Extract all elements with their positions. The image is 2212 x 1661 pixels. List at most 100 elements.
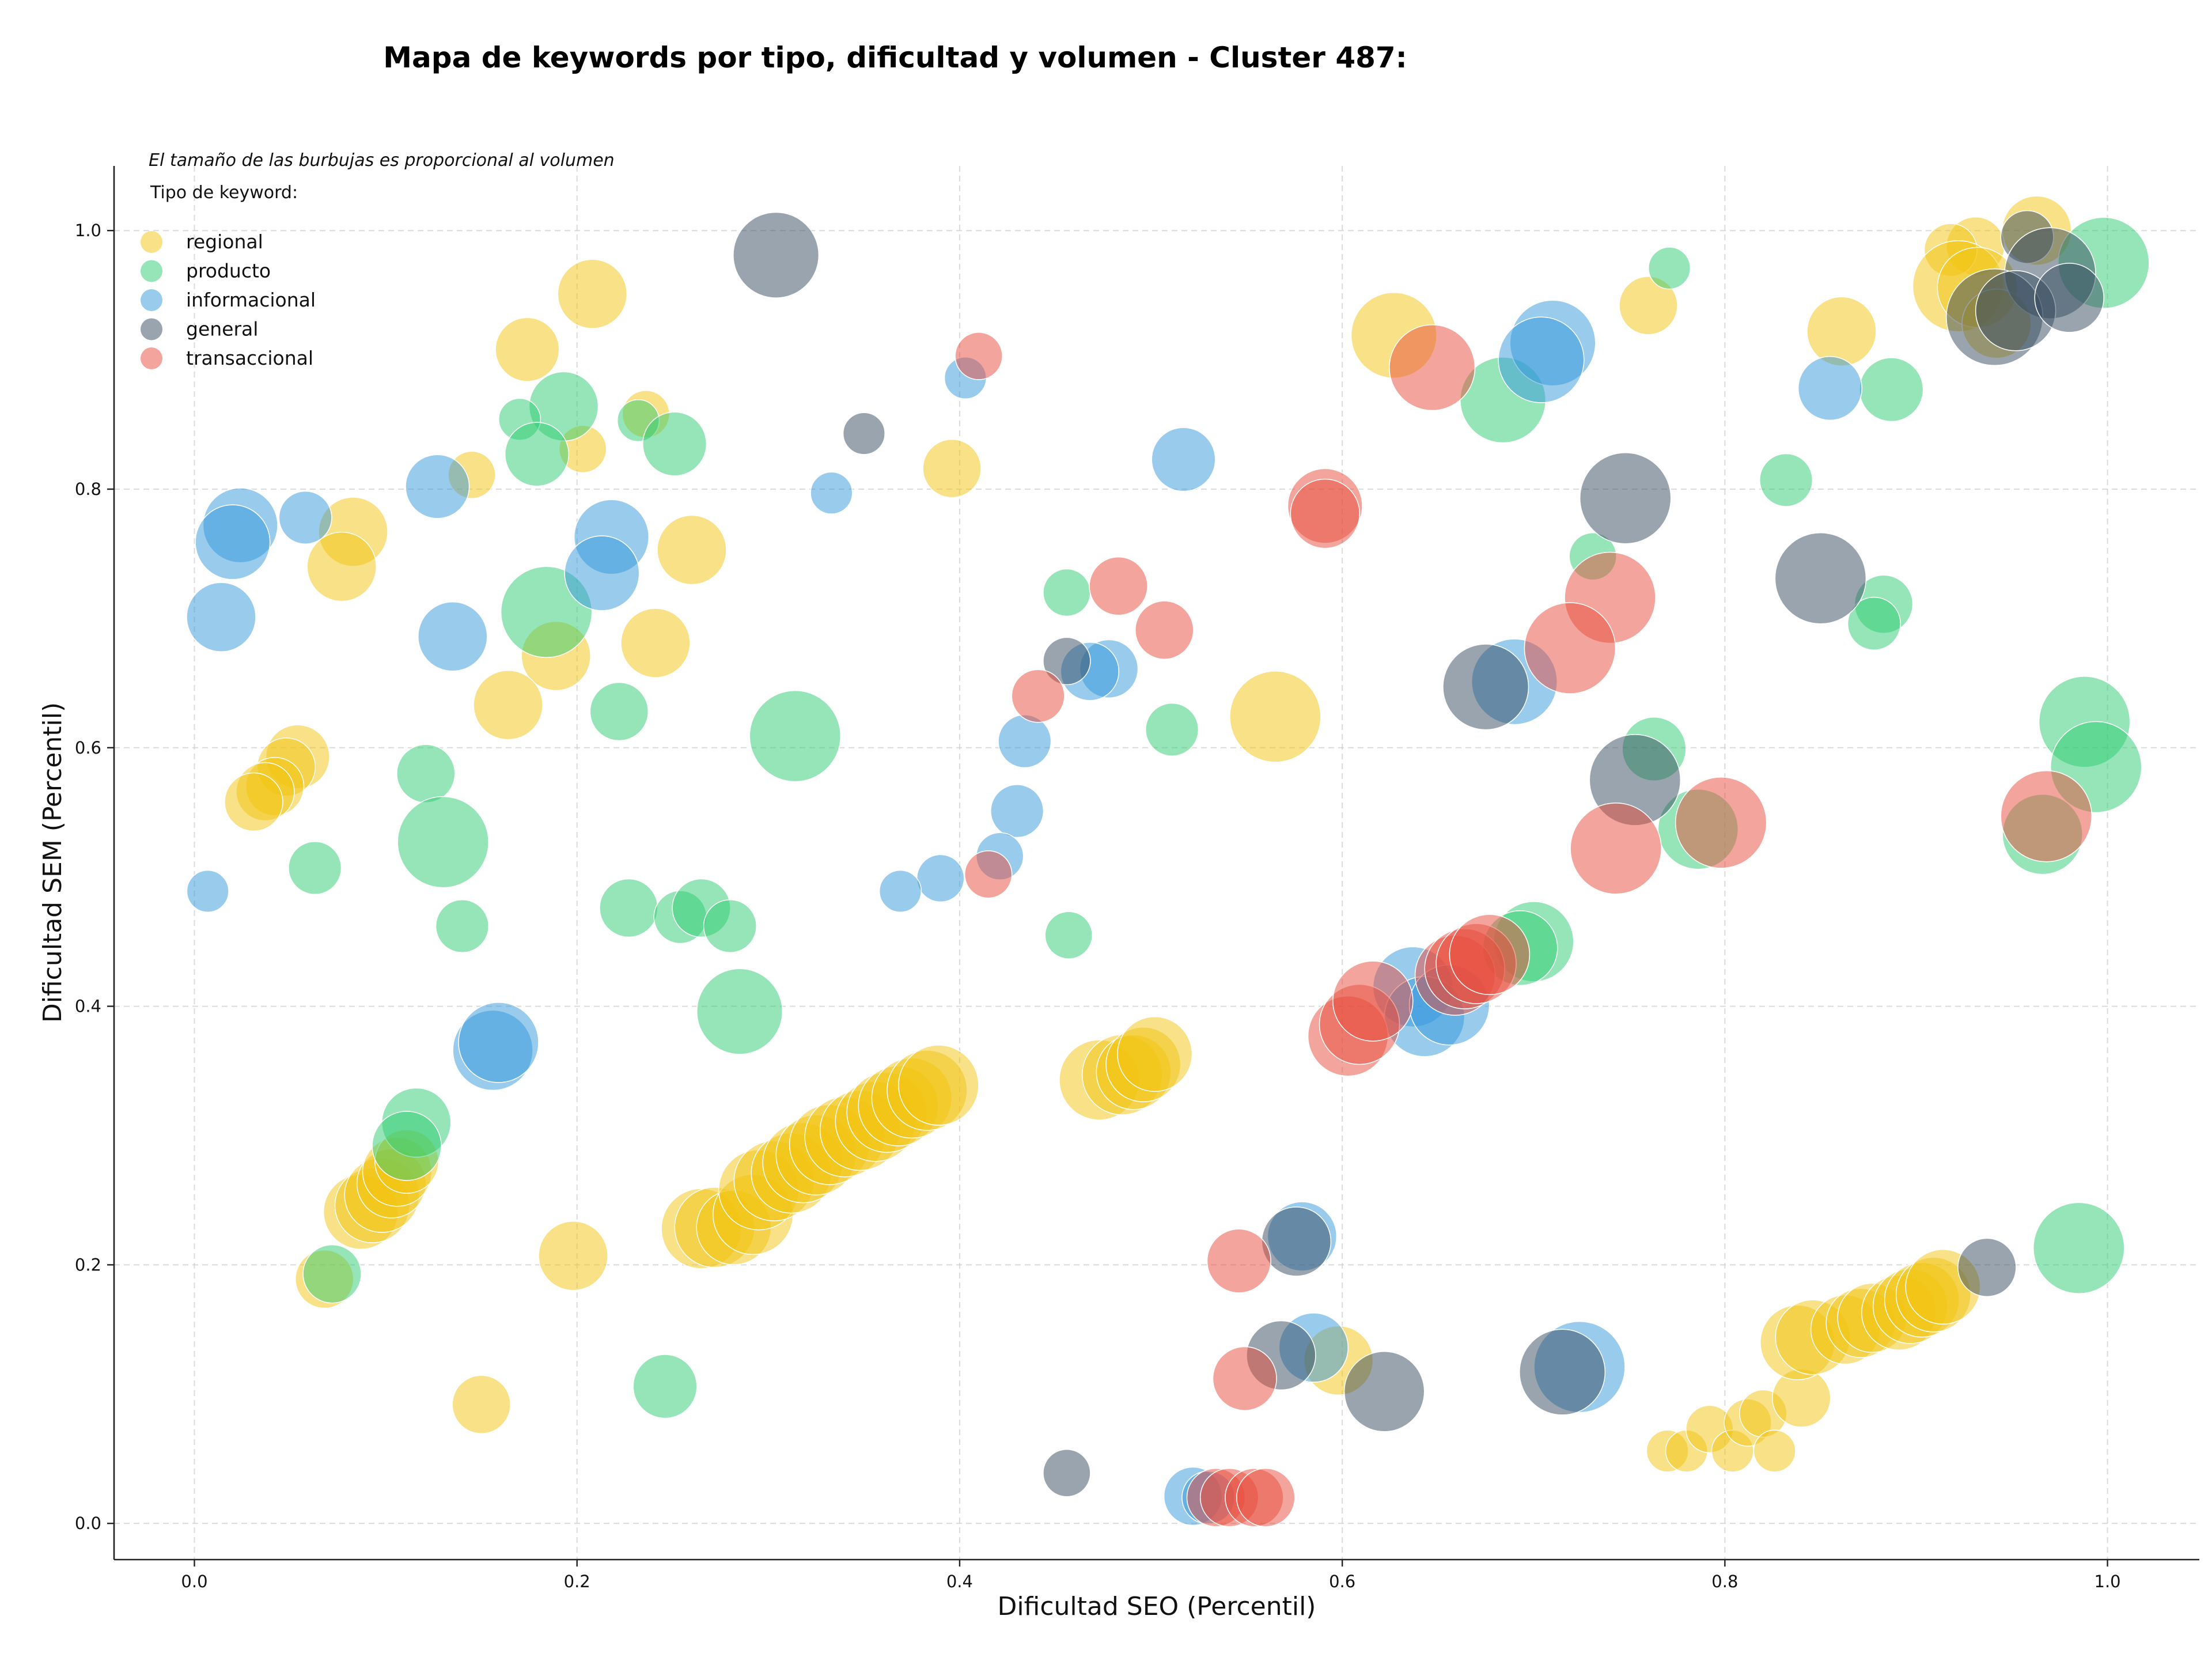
legend-item-regional: regional: [141, 230, 263, 253]
bubble-transaccional: [1675, 777, 1767, 869]
bubble-informacional: [1498, 316, 1585, 403]
legend-marker-general: [141, 318, 162, 340]
bubble-producto: [599, 878, 658, 938]
x-tick-label: 0.6: [1329, 1572, 1355, 1591]
bubble-regional: [557, 259, 628, 329]
bubble-transaccional: [1449, 914, 1531, 996]
bubble-transaccional: [1570, 803, 1662, 895]
bubble-transaccional: [1089, 557, 1148, 616]
bubble-general: [733, 211, 820, 298]
bubble-regional: [620, 608, 691, 678]
bubble-transaccional: [1212, 1346, 1277, 1411]
y-axis-label: Dificultad SEM (Percentil): [38, 702, 67, 1023]
bubble-informacional: [878, 869, 922, 913]
bubble-general: [1519, 1329, 1606, 1416]
bubble-general: [1579, 452, 1672, 544]
y-tick-label: 1.0: [75, 221, 101, 240]
bubble-transaccional: [1011, 669, 1065, 723]
gridlines: [114, 166, 2199, 1560]
bubble-regional: [1753, 1429, 1796, 1473]
x-tick-label: 1.0: [2094, 1572, 2121, 1591]
bubble-general: [1774, 532, 1867, 625]
bubble-transaccional: [1524, 602, 1616, 694]
bubble-producto: [1847, 596, 1901, 650]
x-tick-label: 0.8: [1711, 1572, 1738, 1591]
bubble-producto: [372, 1111, 442, 1181]
ticks: 0.0 0.2 0.4 0.6 0.8 1.0 0.0 0.2 0.4 0.6 0.8 1.0: [75, 221, 2121, 1591]
bubble-regional: [1806, 296, 1877, 366]
bubble-producto: [435, 899, 489, 954]
bubble-transaccional: [964, 850, 1013, 899]
x-tick-label: 0.4: [946, 1572, 973, 1591]
bubble-general: [1343, 1351, 1425, 1432]
bubble-general: [1442, 644, 1529, 731]
bubble-regional: [1117, 1016, 1193, 1092]
chart-title: Mapa de keywords por tipo, dificultad y …: [383, 41, 1407, 74]
bubble-regional: [538, 1220, 608, 1291]
bubble-general: [2034, 263, 2104, 333]
legend-item-informacional: informacional: [141, 289, 316, 311]
bubble-informacional: [998, 714, 1052, 769]
bubble-regional: [306, 531, 377, 602]
bubble-informacional: [195, 504, 271, 580]
x-tick-label: 0.2: [564, 1572, 590, 1591]
bubble-transaccional: [1206, 1228, 1271, 1293]
y-tick-label: 0.4: [75, 997, 101, 1016]
bubble-producto: [696, 968, 783, 1055]
legend-label: general: [186, 318, 258, 340]
bubble-informacional: [1797, 355, 1863, 421]
bubble-producto: [632, 1354, 698, 1419]
bubble-regional: [922, 438, 982, 498]
y-tick-label: 0.8: [75, 479, 101, 499]
bubble-producto: [1648, 247, 1691, 290]
bubble-producto: [589, 682, 649, 741]
bubble-regional: [224, 772, 283, 832]
bubble-transaccional: [1290, 478, 1361, 549]
legend-marker-producto: [141, 260, 162, 282]
bubble-producto: [1759, 453, 1813, 507]
bubble-producto: [1044, 911, 1093, 959]
bubble-producto: [642, 411, 707, 476]
legend: Tipo de keyword: regional producto informa…: [141, 183, 316, 369]
legend-items: regional producto informacional general tran…: [141, 230, 316, 369]
bubble-informacional: [990, 784, 1044, 838]
bubble-producto: [288, 841, 342, 895]
bubble-transaccional: [1389, 324, 1476, 411]
bubble-informacional: [405, 454, 470, 519]
legend-item-general: general: [141, 318, 258, 340]
bubble-producto: [302, 1244, 362, 1304]
series-general: [733, 210, 2104, 1497]
bubble-transaccional: [1236, 1468, 1296, 1527]
bubble-transaccional: [1332, 960, 1414, 1042]
series-transaccional: [955, 324, 2093, 1527]
legend-marker-informacional: [141, 289, 162, 311]
bubble-producto: [749, 690, 842, 782]
bubble-size-note: El tamaño de las burbujas es proporciona…: [149, 150, 615, 171]
bubble-informacional: [810, 471, 853, 514]
bubble-general: [842, 412, 885, 455]
bubble-informacional: [916, 854, 965, 903]
bubble-transaccional: [1135, 600, 1194, 660]
bubble-producto: [2033, 1202, 2125, 1294]
bubble-regional: [898, 1045, 979, 1126]
legend-item-transaccional: transaccional: [141, 347, 313, 369]
x-tick-label: 0.0: [181, 1572, 207, 1591]
bubble-general: [1043, 637, 1091, 686]
bubble-producto: [1145, 702, 1199, 756]
bubble-producto: [1043, 568, 1091, 617]
y-tick-label: 0.0: [75, 1514, 101, 1533]
y-tick-label: 0.6: [75, 738, 101, 758]
bubble-regional: [1229, 671, 1321, 763]
bubble-regional: [452, 1375, 511, 1434]
legend-label: producto: [186, 260, 271, 282]
bubble-regional: [1619, 276, 1678, 335]
legend-marker-transaccional: [141, 347, 162, 369]
bubble-informacional: [458, 1002, 539, 1083]
x-axis-label: Dificultad SEO (Percentil): [998, 1592, 1316, 1621]
bubble-informacional: [186, 582, 256, 652]
bubble-informacional: [186, 869, 229, 913]
y-tick-label: 0.2: [75, 1255, 101, 1274]
legend-label: transaccional: [186, 347, 313, 369]
bubble-informacional: [418, 601, 488, 672]
